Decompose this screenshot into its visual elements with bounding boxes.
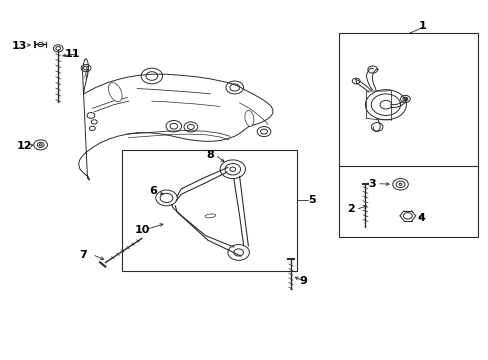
Text: 2: 2 [346, 204, 354, 215]
Text: 9: 9 [299, 276, 306, 286]
Text: 13: 13 [12, 41, 27, 50]
Ellipse shape [204, 214, 215, 218]
Text: 7: 7 [80, 250, 87, 260]
Bar [338, 166, 477, 237]
Ellipse shape [108, 82, 122, 102]
Bar [338, 33, 477, 169]
Text: 12: 12 [16, 141, 32, 151]
Text: 4: 4 [416, 213, 424, 222]
Text: 11: 11 [65, 49, 81, 59]
Text: 3: 3 [367, 179, 375, 189]
Text: 6: 6 [148, 186, 157, 197]
Text: 8: 8 [206, 150, 214, 160]
Text: 5: 5 [307, 195, 315, 205]
Bar [122, 149, 297, 271]
Text: 10: 10 [134, 225, 149, 235]
Text: 1: 1 [418, 21, 426, 31]
Ellipse shape [244, 110, 253, 126]
